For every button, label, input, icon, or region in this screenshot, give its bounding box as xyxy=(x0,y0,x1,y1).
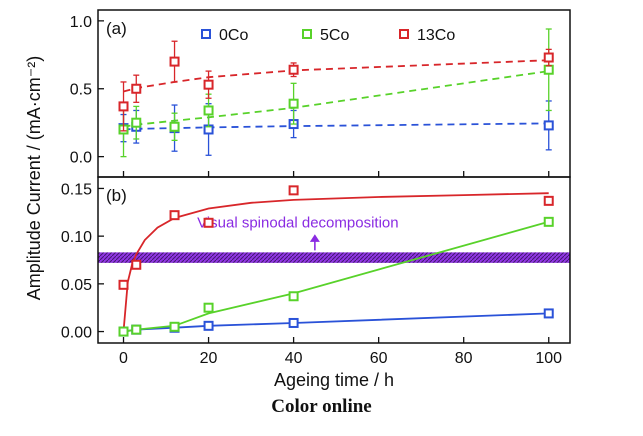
band-label: Visual spinodal decomposition xyxy=(197,215,399,232)
legend-label-5Co: 5Co xyxy=(320,27,349,44)
point-13Co xyxy=(131,259,142,270)
point-5Co xyxy=(131,117,142,128)
y-tick-label: 0.5 xyxy=(70,82,92,99)
legend-marker-5Co xyxy=(302,29,312,39)
x-tick-label: 0 xyxy=(119,350,128,367)
x-tick-label: 60 xyxy=(370,350,388,367)
band-arrow-head xyxy=(309,234,320,242)
point-5Co xyxy=(543,64,554,75)
fit-line-13Co xyxy=(123,59,549,93)
point-0Co xyxy=(288,317,299,328)
point-5Co xyxy=(131,324,142,335)
point-5Co xyxy=(169,121,180,132)
y-tick-label: 0.0 xyxy=(70,150,92,167)
point-13Co xyxy=(288,64,299,75)
point-5Co xyxy=(203,302,214,313)
x-tick-label: 20 xyxy=(200,350,218,367)
x-axis-title: Ageing time / h xyxy=(274,370,394,390)
x-tick-label: 40 xyxy=(285,350,303,367)
legend-marker-0Co xyxy=(201,29,211,39)
y-tick-label: 0.10 xyxy=(61,229,92,246)
color-online-caption: Color online xyxy=(271,396,372,417)
y-axis-title: Amplitude Current / (mA·cm⁻²) xyxy=(24,56,44,301)
point-13Co xyxy=(203,217,214,228)
point-0Co xyxy=(203,320,214,331)
point-13Co xyxy=(203,79,214,90)
x-tick-label: 80 xyxy=(455,350,473,367)
legend-label-0Co: 0Co xyxy=(219,27,248,44)
legend-label-13Co: 13Co xyxy=(417,27,455,44)
point-5Co xyxy=(288,291,299,302)
panel-label: (a) xyxy=(106,19,127,38)
y-tick-label: 0.15 xyxy=(61,181,92,198)
point-0Co xyxy=(543,308,554,319)
point-13Co xyxy=(543,195,554,206)
point-13Co xyxy=(288,185,299,196)
point-13Co xyxy=(169,210,180,221)
fit-line-0Co xyxy=(123,122,549,131)
spinodal-band xyxy=(98,252,570,263)
y-tick-label: 1.0 xyxy=(70,14,92,31)
point-5Co xyxy=(203,105,214,116)
fit-line-0Co xyxy=(123,312,549,333)
point-13Co xyxy=(169,56,180,67)
point-5Co xyxy=(118,326,129,337)
panel-frame xyxy=(97,176,571,344)
y-tick-label: 0.05 xyxy=(61,277,92,294)
chart-svg: 0.0 0.5 1.0 (a) 0Co 5Co 13Co Visual spinodal de… xyxy=(24,9,571,390)
panel-label: (b) xyxy=(106,186,127,205)
point-13Co xyxy=(118,101,129,112)
point-0Co xyxy=(543,120,554,131)
panel-a: 0.0 0.5 1.0 (a) 0Co 5Co 13Co xyxy=(70,9,571,178)
x-tick-label: 100 xyxy=(535,350,562,367)
point-13Co xyxy=(543,52,554,63)
point-5Co xyxy=(169,321,180,332)
point-5Co xyxy=(288,98,299,109)
point-13Co xyxy=(131,83,142,94)
legend-marker-13Co xyxy=(399,29,409,39)
panel-b: Visual spinodal decomposition 0.00 0.05 0.1… xyxy=(61,176,571,344)
point-13Co xyxy=(118,279,129,290)
y-tick-label: 0.00 xyxy=(61,325,92,342)
point-5Co xyxy=(543,216,554,227)
